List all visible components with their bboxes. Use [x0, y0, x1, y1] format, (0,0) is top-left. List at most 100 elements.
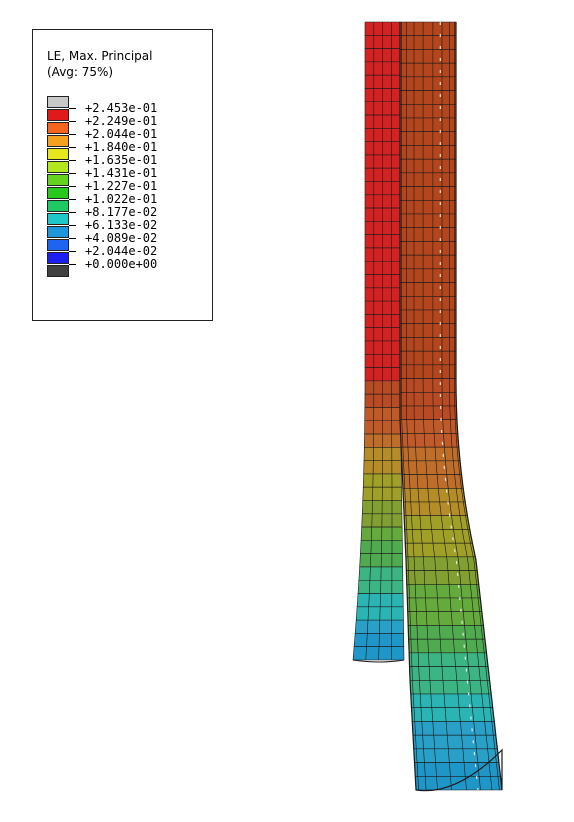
front-shell-row — [399, 131, 457, 146]
legend-swatch — [47, 174, 69, 186]
front-shell-row — [406, 597, 483, 613]
front-shell-row — [401, 460, 462, 475]
legend-tick — [69, 173, 76, 174]
front-shell-row — [399, 337, 457, 352]
front-shell-column-line — [406, 22, 427, 791]
front-shell-row — [399, 21, 457, 37]
legend-tick — [69, 225, 76, 226]
legend-swatch — [47, 161, 69, 173]
front-shell-row — [399, 76, 457, 91]
front-shell-outline — [399, 22, 503, 792]
legend-value-label: +0.000e+00 — [85, 257, 158, 271]
front-shell-row — [399, 35, 457, 50]
front-shell-row — [399, 405, 458, 421]
front-shell-row — [414, 775, 503, 791]
front-shell-row — [400, 446, 461, 462]
front-shell-row — [403, 515, 471, 530]
front-shell-column-line — [454, 22, 500, 791]
front-shell-row — [399, 309, 457, 325]
legend-swatch — [47, 148, 69, 160]
front-shell-highlight — [439, 22, 479, 791]
legend-value-label: +1.431e-01 — [85, 166, 158, 180]
legend-value-label: +2.249e-01 — [85, 114, 158, 128]
legend-value-label: +1.022e-01 — [85, 192, 158, 206]
tube-inner-strip — [352, 21, 405, 663]
front-shell-row — [399, 378, 457, 393]
front-shell-row — [399, 199, 457, 215]
legend-tick — [69, 199, 76, 200]
legend-tick — [69, 134, 76, 135]
legend-value-label: +1.635e-01 — [85, 153, 158, 167]
front-shell-row — [399, 117, 457, 133]
front-shell-row — [399, 103, 457, 119]
front-shell-row — [399, 254, 457, 270]
front-shell-row — [408, 652, 489, 667]
front-shell-row — [399, 391, 457, 407]
legend-swatch — [47, 122, 69, 134]
legend-value-label: +8.177e-02 — [85, 205, 158, 219]
front-shell-row — [399, 282, 457, 297]
legend-tick — [69, 212, 76, 213]
front-shell-row — [399, 49, 457, 64]
front-shell-row — [414, 762, 501, 777]
front-shell-column-line — [449, 22, 493, 791]
front-shell-column-line — [401, 22, 419, 791]
legend-title-text: LE, Max. Principal — [47, 49, 153, 63]
legend-swatch — [47, 265, 69, 277]
front-shell-row — [408, 638, 487, 654]
legend-box: LE, Max. Principal (Avg: 75%) +2.453e-01 +… — [32, 29, 213, 321]
legend-swatch — [47, 239, 69, 251]
front-shell-column-line — [413, 22, 438, 791]
front-shell-row — [413, 748, 500, 763]
legend-tick — [69, 238, 76, 239]
front-shell-row — [399, 350, 457, 366]
front-shell-row — [399, 90, 457, 105]
legend-tick — [69, 186, 76, 187]
legend-tick — [69, 147, 76, 148]
legend-swatch — [47, 252, 69, 264]
front-shell-row — [407, 611, 484, 626]
front-shell-row — [412, 734, 498, 750]
legend-swatch — [47, 187, 69, 199]
legend-tick — [69, 251, 76, 252]
legend-swatch — [47, 200, 69, 212]
legend-value-label: +2.453e-01 — [85, 101, 158, 115]
legend-value-label: +4.089e-02 — [85, 231, 158, 245]
front-shell-row — [399, 172, 457, 187]
legend-value-label: +1.840e-01 — [85, 140, 158, 154]
legend-value-label: +2.044e-02 — [85, 244, 158, 258]
front-shell-row — [399, 213, 457, 229]
front-shell-row — [400, 433, 460, 448]
legend-value-label: +1.227e-01 — [85, 179, 158, 193]
front-shell-column-line — [432, 22, 467, 791]
legend-subtitle: (Avg: 75%) — [47, 65, 114, 79]
front-shell-row — [411, 721, 497, 736]
legend-tick — [69, 160, 76, 161]
legend-value-label: +2.044e-01 — [85, 127, 158, 141]
legend-value-label: +6.133e-02 — [85, 218, 158, 232]
legend-tick — [69, 121, 76, 122]
front-shell-row — [399, 158, 457, 174]
front-shell-row — [411, 707, 495, 722]
tube-outer-shell — [399, 21, 503, 792]
front-shell-row — [406, 570, 480, 585]
front-shell-row — [406, 583, 481, 599]
back-strip-column-line — [378, 22, 383, 661]
legend-swatch — [47, 213, 69, 225]
front-shell-row — [399, 268, 457, 283]
front-shell-row — [399, 145, 457, 160]
front-shell-row — [399, 62, 457, 78]
back-strip-column-line — [391, 22, 393, 661]
legend-swatch — [47, 96, 69, 108]
front-shell-row — [405, 556, 478, 571]
front-shell-row — [399, 186, 457, 201]
back-strip-column-line — [365, 22, 375, 661]
legend-title: LE, Max. Principal (Avg: 75%) — [47, 48, 152, 80]
front-shell-row — [399, 227, 457, 242]
front-shell-row — [399, 241, 457, 256]
front-shell-column-line — [422, 22, 452, 791]
legend-tick — [69, 108, 76, 109]
back-strip-bottom-edge — [352, 659, 405, 663]
front-shell-row — [409, 679, 492, 695]
